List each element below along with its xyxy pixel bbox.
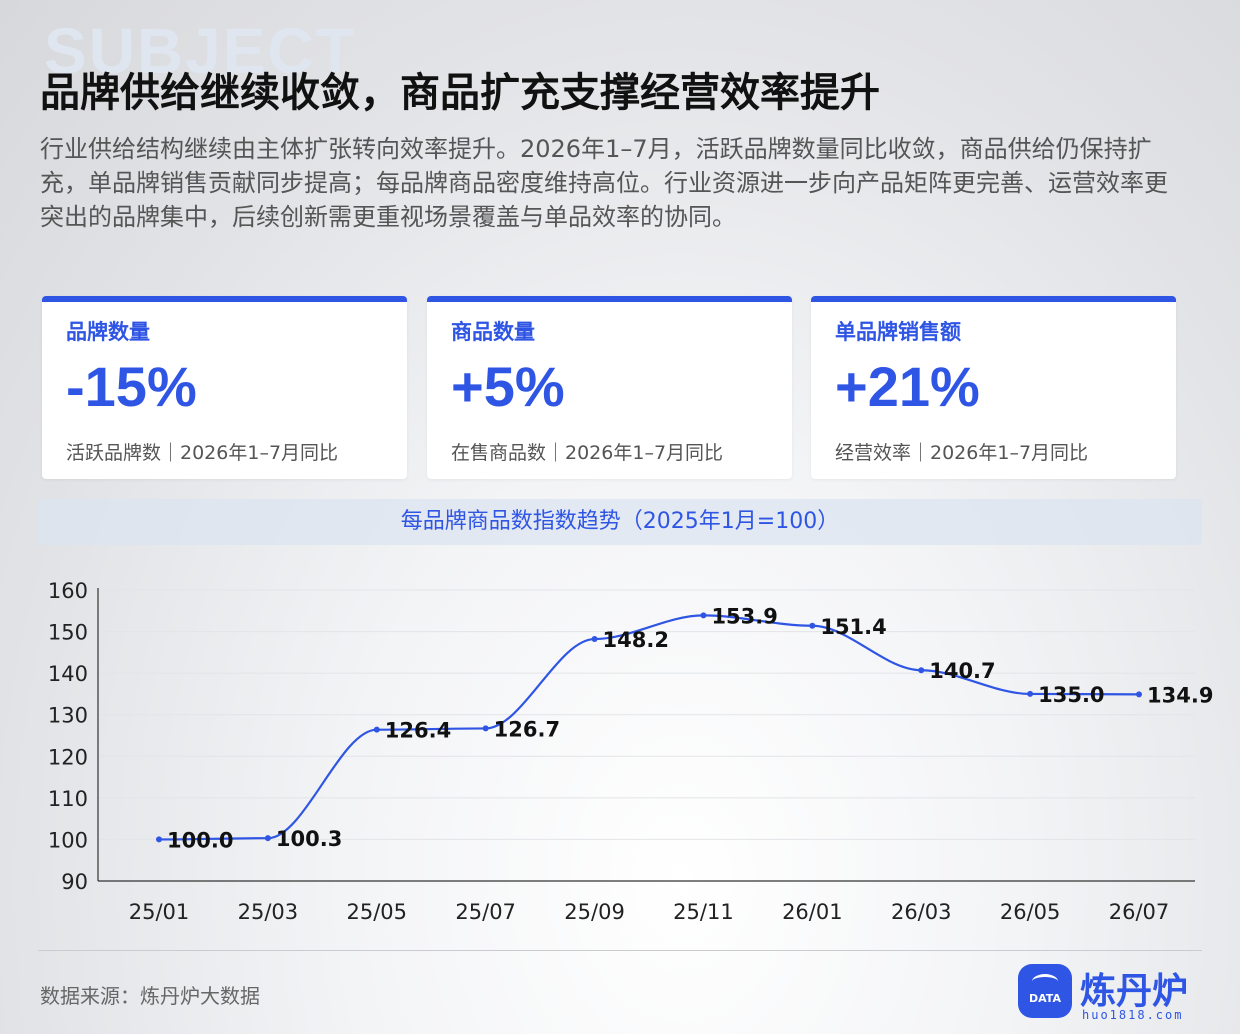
data-point [373,726,380,733]
x-tick-label: 26/05 [1000,900,1061,924]
kpi-card-product-count: 商品数量 +5% 在售商品数｜2026年1–7月同比 [427,296,792,479]
data-point [809,622,816,629]
brand-logo: DATA 炼丹炉 huo1818.com [1018,962,1214,1026]
background-watermark-word: SUBJECT [44,15,357,87]
data-label: 148.2 [603,628,669,652]
data-label: 100.3 [276,827,342,851]
data-point [156,836,162,843]
x-tick-label: 25/05 [347,900,408,924]
kpi-value: +5% [451,355,565,418]
data-point [482,725,489,732]
x-tick-label: 26/01 [782,900,843,924]
logo-badge-icon: DATA [1018,964,1072,1018]
y-tick-label: 150 [48,621,88,645]
y-tick-label: 130 [48,704,88,728]
data-point [1027,690,1034,697]
y-tick-label: 110 [48,787,88,811]
data-label: 135.0 [1038,683,1104,707]
logo-url: huo1818.com [1082,1008,1184,1022]
x-tick-label: 25/11 [673,900,734,924]
y-tick-label: 100 [48,828,88,852]
y-tick-label: 90 [61,870,88,894]
series-line [158,614,1140,841]
x-tick-label: 25/09 [564,900,625,924]
x-tick-label: 26/07 [1109,900,1170,924]
x-tick-label: 25/01 [129,900,190,924]
data-label: 140.7 [929,659,995,683]
page-title: 品牌供给继续收敛，商品扩充支撑经营效率提升 [40,70,880,116]
y-tick-label: 120 [48,745,88,769]
kpi-label: 商品数量 [451,320,535,344]
data-label: 134.9 [1147,683,1213,707]
data-label: 151.4 [820,615,886,639]
y-tick-label: 140 [48,662,88,686]
data-point [1136,691,1142,698]
x-tick-label: 25/03 [238,900,299,924]
data-point [700,612,707,619]
kpi-note: 在售商品数｜2026年1–7月同比 [451,442,724,464]
kpi-note: 活跃品牌数｜2026年1–7月同比 [66,442,339,464]
data-source: 数据来源：炼丹炉大数据 [40,984,260,1008]
data-point [591,636,598,643]
kpi-label: 品牌数量 [66,320,150,344]
data-label: 153.9 [711,604,777,628]
x-tick-label: 25/07 [455,900,516,924]
kpi-card-sales-per-brand: 单品牌销售额 +21% 经营效率｜2026年1–7月同比 [811,296,1176,479]
x-tick-label: 26/03 [891,900,952,924]
data-label: 126.4 [385,719,451,743]
page-subtitle: 行业供给结构继续由主体扩张转向效率提升。2026年1–7月，活跃品牌数量同比收敛… [40,135,1168,231]
footer-divider [38,950,1202,951]
kpi-note: 经营效率｜2026年1–7月同比 [835,442,1089,464]
data-label: 126.7 [494,717,560,741]
kpi-label: 单品牌销售额 [835,320,961,344]
logo-name: 炼丹炉 [1080,971,1189,1012]
kpi-card-brand-count: 品牌数量 -15% 活跃品牌数｜2026年1–7月同比 [42,296,407,479]
kpi-value: +21% [835,355,980,418]
data-point [264,835,271,842]
line-chart: 90 100 110 120 130 140 150 160 25/01 25/03 25/05 25… [48,579,1214,924]
data-point [918,667,925,674]
data-label: 100.0 [167,828,233,852]
y-tick-label: 160 [48,579,88,603]
kpi-value: -15% [66,355,197,418]
chart-title: 每品牌商品数指数趋势（2025年1月=100） [38,499,1202,545]
